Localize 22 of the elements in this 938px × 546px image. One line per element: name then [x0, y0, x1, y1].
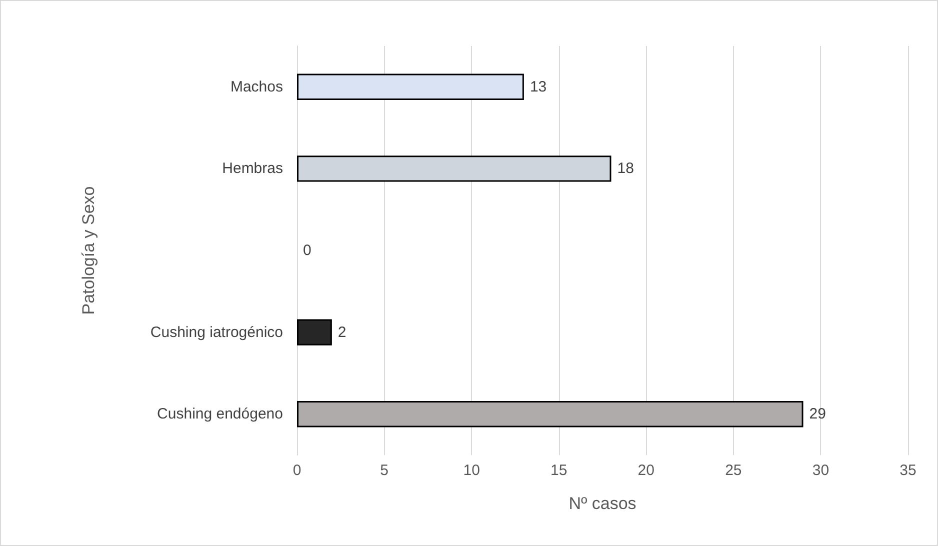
x-tick-label: 0 [292, 462, 302, 479]
x-tick-label: 20 [638, 462, 654, 479]
y-tick-label: Hembras [222, 160, 283, 178]
y-axis-title: Patología y Sexo [79, 186, 98, 315]
bar [297, 74, 524, 100]
x-tick-label: 35 [900, 462, 916, 479]
x-tick-label: 10 [463, 462, 480, 479]
x-tick-label: 15 [550, 462, 568, 479]
y-tick-label: Cushing iatrogénico [150, 324, 283, 341]
y-tick-label: Cushing endógeno [157, 406, 283, 423]
data-label: 13 [530, 78, 547, 96]
x-tick-label: 5 [380, 462, 388, 479]
x-tick-label: 25 [725, 462, 742, 479]
data-label: 0 [303, 242, 312, 259]
bar [297, 401, 804, 428]
bar [297, 319, 332, 346]
y-tick-label: Machos [230, 78, 283, 96]
data-label: 2 [338, 324, 346, 341]
x-axis-title: Nº casos [568, 494, 636, 513]
x-tick-label: 30 [812, 462, 830, 479]
data-label: 18 [617, 160, 634, 178]
data-label: 29 [809, 406, 826, 423]
